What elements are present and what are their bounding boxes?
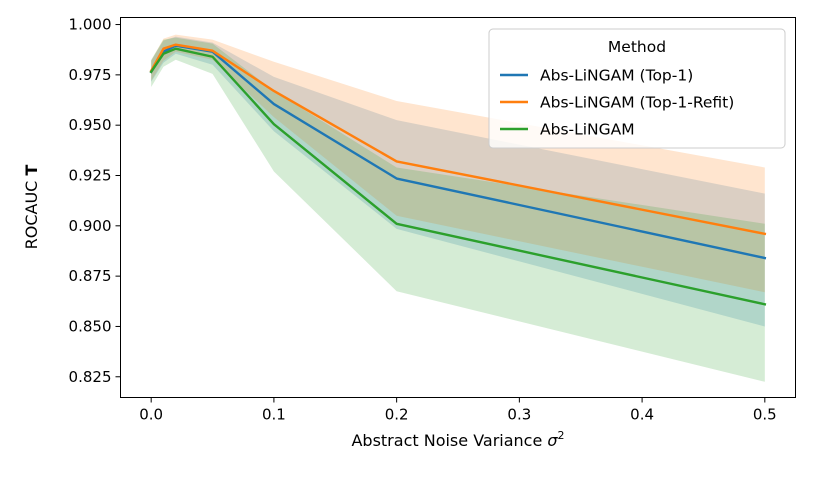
y-tick-label: 0.950: [69, 116, 112, 134]
x-axis-title: Abstract Noise Variance σ2: [351, 429, 564, 450]
legend: Method Abs-LiNGAM (Top-1)Abs-LiNGAM (Top…: [488, 28, 786, 149]
y-tick-label: 0.975: [69, 66, 112, 84]
x-tick-label: 0.2: [385, 406, 409, 424]
x-tick-label: 0.3: [507, 406, 531, 424]
legend-title: Method: [608, 38, 666, 56]
series-lines: [149, 43, 767, 306]
x-axis-ticks: 0.0 0.1 0.2 0.3 0.4 0.5: [139, 397, 777, 424]
legend-label-abs-lingam: Abs-LiNGAM: [540, 121, 635, 139]
line-abs-lingam-top-1-refit: [149, 43, 767, 236]
y-tick-label: 0.925: [69, 166, 112, 184]
legend-label-abs-lingam-top-1: Abs-LiNGAM (Top-1): [540, 67, 693, 85]
legend-label-abs-lingam-top-1-refit: Abs-LiNGAM (Top-1-Refit): [540, 94, 734, 112]
band-abs-lingam-top-1-refit: [151, 34, 765, 293]
y-axis-ticks: 0.825 0.850 0.875 0.900 0.925 0.950 0.975 1.000: [69, 16, 121, 386]
y-axis-title: ROCAUC T: [22, 165, 41, 250]
y-axis-title-text: ROCAUC: [22, 176, 41, 250]
y-tick-label: 0.850: [69, 317, 112, 335]
legend-entries: Abs-LiNGAM (Top-1) Abs-LiNGAM (Top-1-Refi…: [500, 67, 734, 139]
plot-frame: [120, 17, 796, 398]
y-tick-label: 0.900: [69, 217, 112, 235]
x-tick-label: 0.0: [139, 406, 163, 424]
y-axis-title-bold: T: [22, 165, 41, 176]
y-tick-label: 0.825: [69, 368, 112, 386]
x-tick-label: 0.1: [262, 406, 286, 424]
x-axis-title-superscript: 2: [558, 429, 565, 442]
x-tick-label: 0.5: [753, 406, 777, 424]
x-axis-title-text: Abstract Noise Variance: [351, 431, 547, 450]
y-tick-label: 1.000: [69, 16, 112, 34]
line-abs-lingam: [149, 47, 767, 306]
x-axis-title-symbol: σ: [547, 431, 558, 450]
legend-box: [488, 28, 786, 149]
x-tick-label: 0.4: [630, 406, 654, 424]
y-tick-label: 0.875: [69, 267, 112, 285]
